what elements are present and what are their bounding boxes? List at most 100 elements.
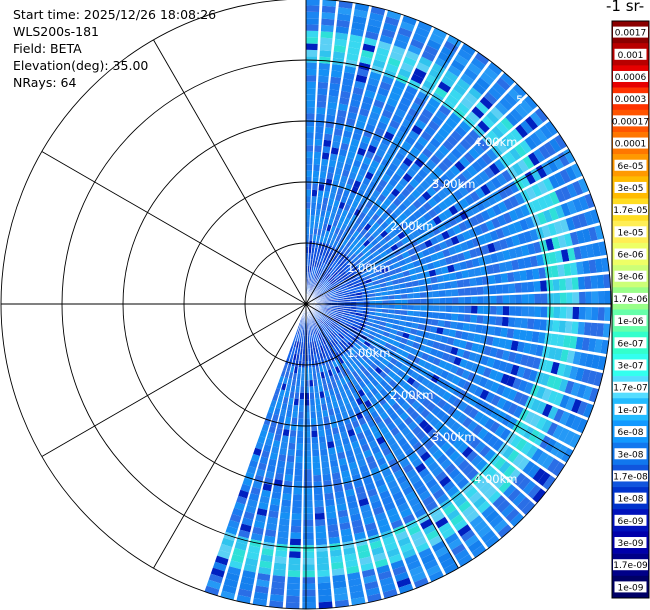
ray-gate xyxy=(306,240,309,247)
ray-gate xyxy=(258,566,272,575)
ray-gate xyxy=(301,361,305,368)
ray-gate xyxy=(452,297,459,305)
ray-gate xyxy=(528,369,538,382)
ray-gate xyxy=(348,40,362,50)
ray-gate xyxy=(360,320,367,325)
ray-gate xyxy=(364,223,372,232)
ray-gate xyxy=(408,334,416,341)
ray-gate xyxy=(323,139,332,147)
ray-gate xyxy=(510,364,520,376)
ray-gate xyxy=(516,341,525,353)
ray-gate xyxy=(329,260,335,267)
ray-gate xyxy=(466,165,478,177)
ray-gate xyxy=(356,304,364,308)
ray-gate xyxy=(329,277,335,284)
ray-gate xyxy=(370,410,379,419)
ray-gate xyxy=(521,282,529,293)
ray-gate xyxy=(369,12,384,22)
ray-gate xyxy=(330,555,343,564)
ray-gate xyxy=(331,322,338,328)
ray-gate xyxy=(400,364,409,373)
ray-gate xyxy=(350,467,360,476)
ray-gate xyxy=(447,264,455,273)
ray-gate xyxy=(324,184,331,193)
ray-gate xyxy=(346,350,354,358)
ray-gate xyxy=(523,342,532,354)
ray-gate xyxy=(431,182,442,193)
ray-gate xyxy=(327,441,335,449)
ray-gate xyxy=(412,441,423,452)
ray-gate xyxy=(347,428,356,437)
ray-gate xyxy=(354,360,362,368)
colorbar-label-bg xyxy=(614,537,647,549)
ray-gate xyxy=(348,461,358,470)
ray-gate xyxy=(495,384,506,396)
ray-gate xyxy=(344,267,352,274)
ray-gate xyxy=(427,197,438,208)
ray-gate xyxy=(512,492,526,507)
ray-gate xyxy=(571,215,582,229)
ray-gate xyxy=(417,279,426,286)
ray-gate xyxy=(329,312,336,316)
ray-gate xyxy=(306,138,314,146)
ray-gate xyxy=(475,324,483,334)
ray-gate xyxy=(416,430,427,441)
ray-gate xyxy=(538,145,551,160)
ray-gate xyxy=(349,584,363,593)
ray-gate xyxy=(332,330,338,337)
ray-gate xyxy=(330,332,336,339)
ray-gate xyxy=(330,466,340,474)
ray-gate xyxy=(350,28,364,37)
ray-gate xyxy=(382,300,389,305)
ray-gate xyxy=(379,379,388,388)
ray-gate xyxy=(449,89,463,101)
ray-gate xyxy=(463,278,471,287)
ray-gate xyxy=(291,379,296,386)
ray-gate xyxy=(372,59,386,69)
ray-gate xyxy=(304,418,310,425)
ray-gate xyxy=(361,317,368,322)
colorbar-label-bg xyxy=(613,204,648,216)
ray-gate xyxy=(492,82,507,96)
ray-gate xyxy=(403,56,417,67)
ray-gate xyxy=(491,217,501,229)
ray-gate xyxy=(582,228,592,243)
ray-gate xyxy=(397,502,410,513)
ray-gate xyxy=(577,213,588,228)
ray-gate xyxy=(309,386,314,393)
ray-gate xyxy=(370,204,379,213)
ray-gate xyxy=(330,279,337,285)
ray-gate xyxy=(319,235,325,243)
ray-gate xyxy=(490,381,500,393)
ray-gate xyxy=(306,145,314,152)
ray-gate xyxy=(421,398,431,408)
ray-gate xyxy=(357,114,368,123)
ray-gate xyxy=(398,583,414,594)
ray-gate xyxy=(461,270,469,279)
ray-gate xyxy=(429,137,441,149)
ray-gate xyxy=(405,321,413,328)
ray-gate xyxy=(489,230,499,241)
ray-gate xyxy=(304,405,310,412)
ray-gate xyxy=(398,203,408,212)
ray-gate xyxy=(514,353,523,365)
ray-gate xyxy=(348,365,355,373)
ray-gate xyxy=(383,152,394,162)
ray-gate xyxy=(426,159,437,170)
ray-gate xyxy=(317,88,328,96)
ray-gate xyxy=(337,399,345,407)
ray-gate xyxy=(291,513,302,520)
ray-gate xyxy=(273,562,287,571)
ray-gate xyxy=(403,327,412,334)
ray-gate xyxy=(379,262,387,270)
ray-gate xyxy=(342,397,350,405)
ray-gate xyxy=(404,242,413,251)
ray-gate xyxy=(407,223,417,233)
ray-gate xyxy=(484,418,495,430)
ray-gate xyxy=(344,335,351,342)
ray-gate xyxy=(447,394,458,405)
ray-separator xyxy=(305,303,527,518)
ray-gate xyxy=(372,222,380,230)
ray-gate xyxy=(320,371,325,379)
ray-gate xyxy=(501,350,511,361)
